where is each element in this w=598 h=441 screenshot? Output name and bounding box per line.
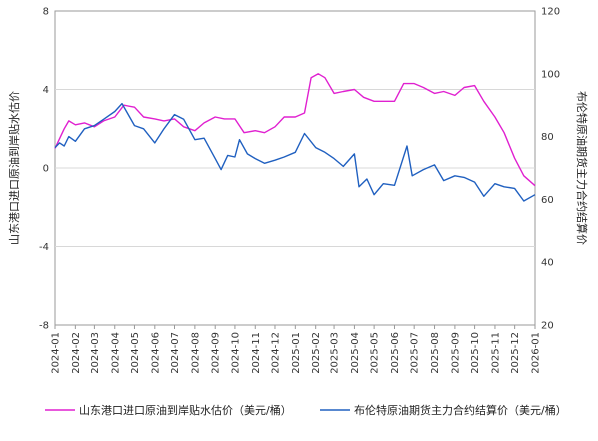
- y-right-tick-label: 60: [541, 195, 554, 206]
- legend-label-series-1: 山东港口进口原油到岸贴水估价（美元/桶）: [79, 403, 292, 417]
- y-left-tick-label: -8: [39, 321, 49, 332]
- x-tick-label: 2025-02: [311, 332, 322, 374]
- series-line-2: [54, 102, 536, 202]
- x-tick-label: 2025-03: [330, 332, 341, 374]
- x-tick-label: 2025-07: [410, 332, 421, 374]
- y-left-tick-label: 4: [43, 85, 49, 96]
- x-tick-label: 2025-05: [370, 332, 381, 374]
- x-tick-label: 2024-11: [251, 332, 262, 374]
- y-left-tick-labels: -8 -4 0 4 8: [39, 7, 49, 332]
- y-left-tick-label: 0: [43, 164, 49, 175]
- y-left-axis-title: 山东港口进口原油到岸贴水估价: [7, 91, 21, 245]
- y-right-tick-label: 100: [541, 69, 560, 80]
- x-tick-label: 2024-08: [190, 332, 201, 374]
- y-right-tick-label: 80: [541, 132, 554, 143]
- x-tick-label: 2024-06: [150, 332, 161, 374]
- y-right-tick-labels: 20 40 60 80 100 120: [541, 7, 560, 332]
- x-tick-label: 2024-02: [71, 332, 82, 374]
- y-right-tick-label: 20: [541, 321, 554, 332]
- gridlines: [55, 89, 535, 247]
- x-tick-label: 2024-04: [110, 332, 121, 374]
- x-tick-label: 2025-12: [510, 332, 521, 374]
- x-tick-label: 2024-01: [51, 332, 62, 374]
- y-right-tick-label: 120: [541, 7, 560, 18]
- x-tick-label: 2024-05: [130, 332, 141, 374]
- y-left-tick-label: 8: [43, 7, 49, 18]
- x-tick-label: 2024-10: [230, 332, 241, 374]
- x-tick-label: 2024-12: [270, 332, 281, 374]
- x-tick-label: 2025-04: [350, 332, 361, 374]
- legend: 山东港口进口原油到岸贴水估价（美元/桶） 布伦特原油期货主力合约结算价（美元/桶…: [45, 403, 567, 417]
- series-lines: [54, 73, 536, 202]
- x-tick-labels: 2024-01 2024-02 2024-03 2024-04 2024-05 2024-…: [51, 325, 542, 374]
- x-tick-label: 2024-03: [90, 332, 101, 374]
- x-tick-label: 2024-07: [170, 332, 181, 374]
- legend-label-series-2: 布伦特原油期货主力合约结算价（美元/桶）: [354, 403, 567, 417]
- x-tick-label: 2024-09: [211, 332, 222, 374]
- x-tick-label: 2025-01: [291, 332, 302, 374]
- x-tick-label: 2025-11: [490, 332, 501, 374]
- y-right-tick-label: 40: [541, 258, 554, 269]
- x-tick-label: 2025-06: [390, 332, 401, 374]
- x-tick-label: 2025-09: [450, 332, 461, 374]
- x-tick-label: 2026-01: [531, 332, 542, 374]
- y-left-tick-label: -4: [39, 242, 49, 253]
- series-line-1: [54, 73, 536, 187]
- x-tick-label: 2025-08: [430, 332, 441, 374]
- y-right-axis-title: 布伦特原油期货主力合约结算价: [575, 91, 589, 245]
- x-tick-label: 2025-10: [470, 332, 481, 374]
